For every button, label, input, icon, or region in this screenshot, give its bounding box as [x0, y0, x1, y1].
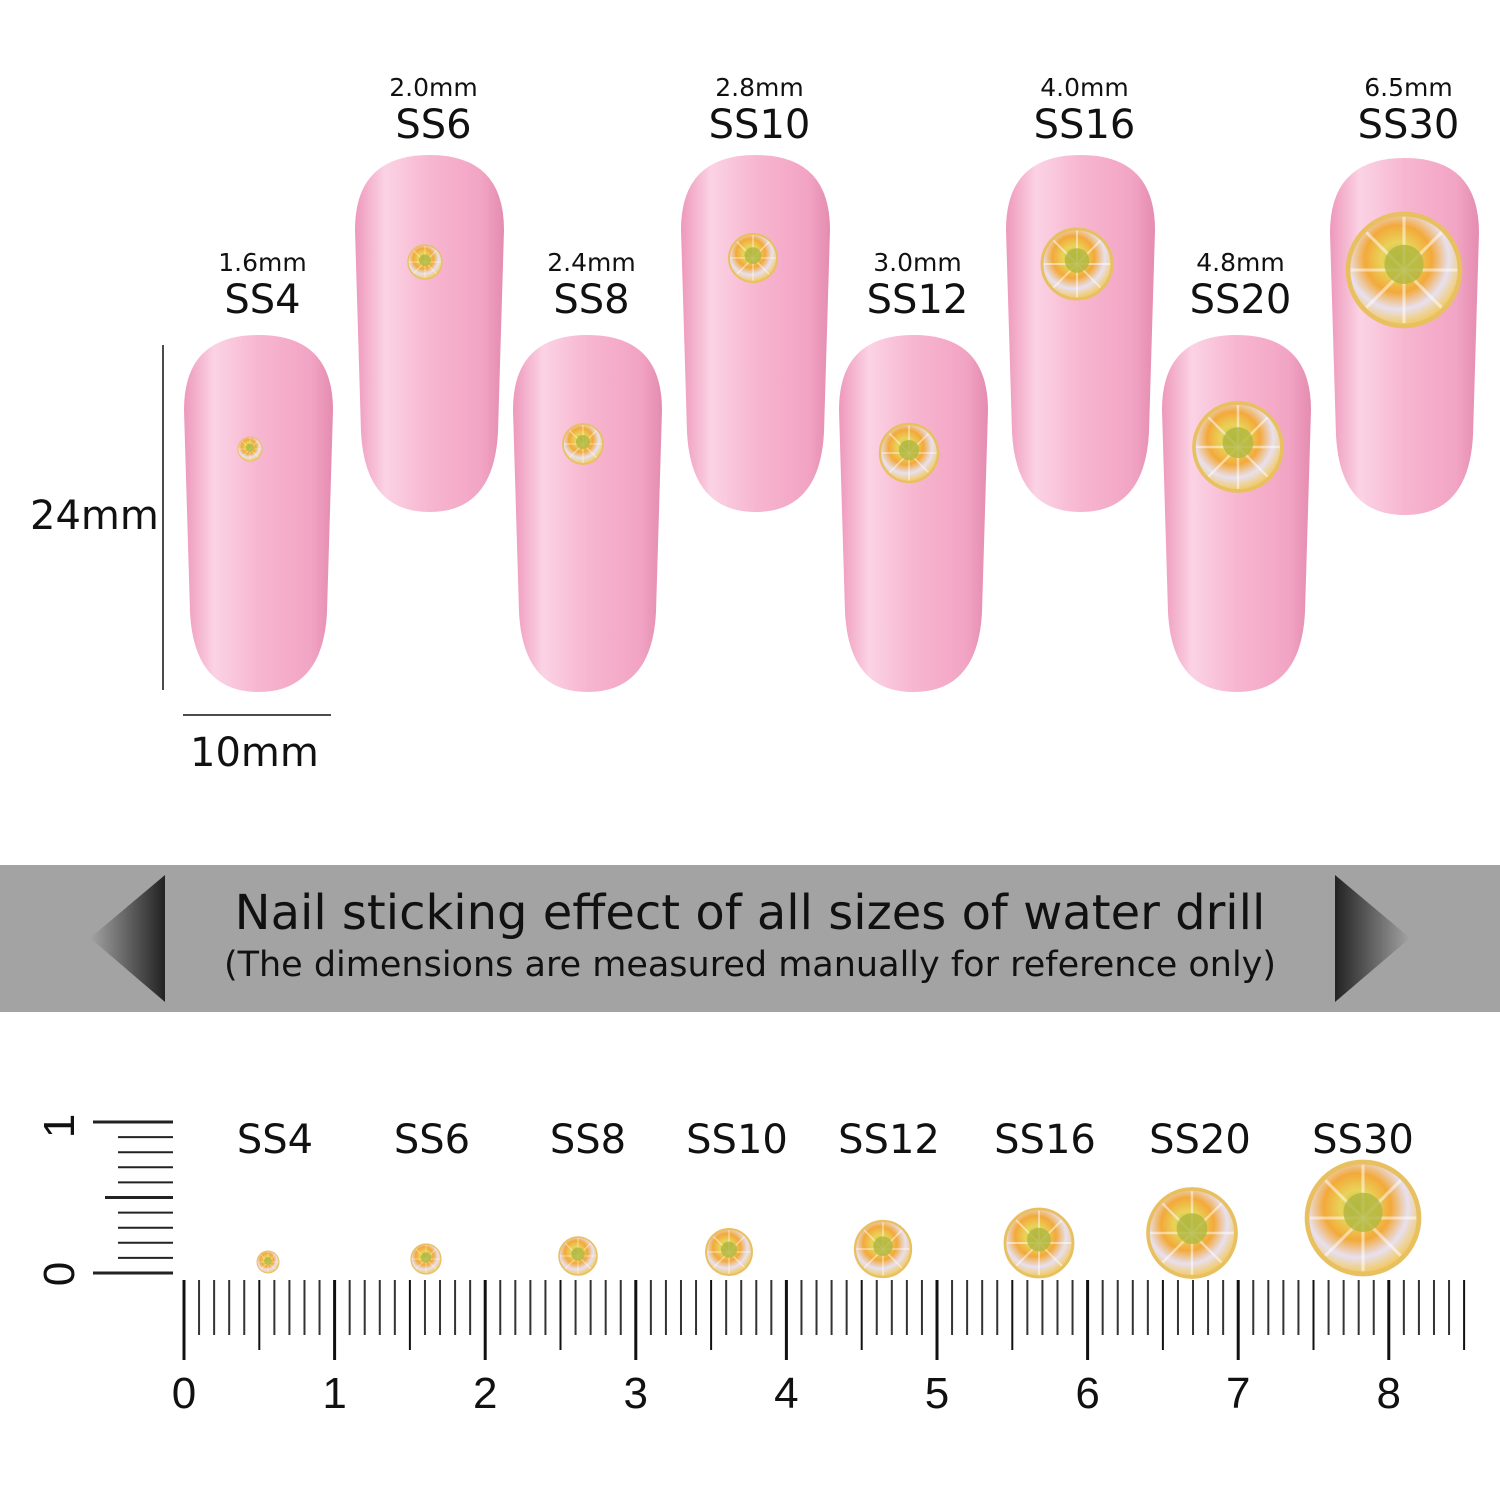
nail-size-mm: 4.8mm [1196, 248, 1285, 277]
nail-size-code: SS6 [395, 102, 472, 148]
ruler-size-code: SS6 [393, 1117, 471, 1163]
ruler-rhinestone-ss4 [256, 1250, 280, 1274]
rhinestone-ss8 [562, 423, 604, 465]
nail-size-code: SS30 [1357, 102, 1460, 148]
ruler-size-code: SS10 [686, 1117, 788, 1163]
nail-size-code: SS10 [708, 102, 811, 148]
nail-ss8 [513, 335, 662, 692]
left-arrow-icon [90, 875, 165, 1002]
ruler-rhinestone-ss16 [1003, 1207, 1075, 1279]
nail-size-mm: 2.0mm [389, 73, 478, 102]
ruler-rhinestone-ss8 [558, 1236, 598, 1276]
ruler-size-code: SS16 [994, 1117, 1096, 1163]
nail-size-code: SS20 [1189, 277, 1292, 323]
nail-size-code: SS12 [866, 277, 969, 323]
ruler-label: 1 [322, 1369, 347, 1418]
ruler-size-code: SS8 [549, 1117, 627, 1163]
ruler-label: 7 [1225, 1369, 1251, 1418]
ruler-label: 6 [1075, 1369, 1100, 1418]
rhinestone-ss6 [407, 244, 443, 280]
ruler-size-code: SS30 [1312, 1117, 1414, 1163]
nail-size-code: SS8 [553, 277, 630, 323]
nail-size-mm: 1.6mm [218, 248, 307, 277]
nail-size-mm: 2.4mm [547, 248, 636, 277]
ruler-size-code: SS20 [1149, 1117, 1251, 1163]
ruler-rhinestone-ss12 [853, 1219, 913, 1279]
nail-ss16 [1006, 155, 1155, 512]
rhinestone-ss16 [1040, 227, 1114, 301]
nail-ss12 [839, 335, 988, 692]
rhinestone-ss12 [878, 422, 940, 484]
rhinestone-ss30 [1345, 211, 1463, 329]
nail-height-label: 24mm [30, 493, 159, 539]
nail-size-code: SS16 [1033, 102, 1136, 148]
ruler-size-code: SS4 [236, 1117, 314, 1163]
nail-size-mm: 6.5mm [1364, 73, 1453, 102]
ruler-label: 8 [1376, 1369, 1402, 1418]
nail-ss6 [355, 155, 504, 512]
rhinestone-ss4 [237, 436, 263, 462]
ruler-label: 4 [774, 1369, 799, 1418]
nail-ss10 [681, 155, 830, 512]
ruler-rhinestone-ss10 [705, 1228, 753, 1276]
right-arrow-icon [1335, 875, 1410, 1002]
banner: Nail sticking effect of all sizes of wat… [0, 865, 1500, 1012]
nail-width-label: 10mm [190, 730, 319, 776]
ruler-label: 5 [924, 1369, 950, 1418]
ruler-label: 3 [623, 1369, 649, 1418]
rhinestone-ss10 [728, 233, 778, 283]
rhinestone-ss20 [1192, 401, 1284, 493]
ruler-size-code: SS12 [838, 1117, 940, 1163]
banner-title: Nail sticking effect of all sizes of wat… [234, 885, 1266, 941]
nail-size-mm: 4.0mm [1040, 73, 1129, 102]
ruler-label: 0 [171, 1369, 197, 1418]
vertical-ruler-label-0: 0 [35, 1261, 84, 1287]
banner-arrows [90, 875, 1410, 1002]
nail-size-code: SS4 [224, 277, 301, 323]
nail-size-mm: 2.8mm [715, 73, 804, 102]
ruler-rhinestone-ss6 [410, 1243, 442, 1275]
ruler-rhinestone-ss20 [1146, 1187, 1238, 1279]
nail-ss4 [184, 335, 333, 692]
vertical-ruler-label-1: 1 [35, 1113, 84, 1139]
nail-ss20 [1162, 335, 1311, 692]
nail-ss30 [1330, 158, 1479, 515]
ruler-label: 2 [472, 1369, 498, 1418]
nail-size-mm: 3.0mm [873, 248, 962, 277]
ruler-rhinestone-ss30 [1304, 1159, 1422, 1277]
banner-subtitle: (The dimensions are measured manually fo… [223, 945, 1277, 985]
